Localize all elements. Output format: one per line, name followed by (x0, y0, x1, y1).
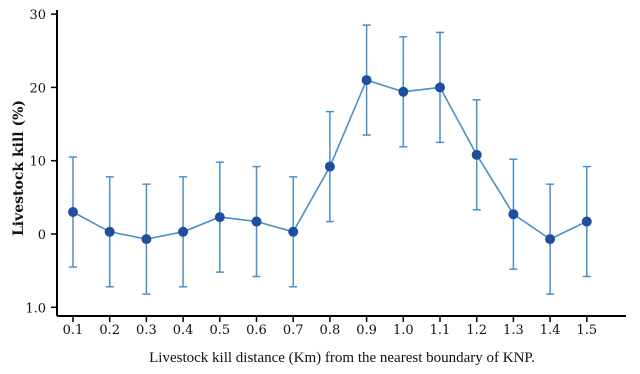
data-point (104, 226, 115, 237)
data-point (471, 149, 482, 160)
data-point (214, 212, 225, 223)
data-point (288, 226, 299, 237)
y-tick-label: 20 (29, 81, 46, 96)
x-tick-label: 0.8 (320, 323, 341, 338)
data-point (178, 226, 189, 237)
x-tick-label: 1.3 (503, 323, 524, 338)
x-tick-label: 1.2 (466, 323, 487, 338)
x-tick-label: 0.1 (63, 323, 84, 338)
x-tick-label: 1.0 (393, 323, 414, 338)
x-tick-label: 1.4 (540, 323, 561, 338)
error-bars (69, 24, 591, 295)
y-tick-label: 1.0 (25, 301, 46, 316)
x-tick-label: 0.6 (246, 323, 267, 338)
x-tick-label: 0.2 (99, 323, 120, 338)
x-tick-label: 1.1 (430, 323, 451, 338)
data-point (251, 216, 262, 227)
data-point (68, 207, 78, 218)
x-ticks: 0.1 0.2 0.3 0.4 0.5 0.6 0.7 0.8 0.9 1.0 1.1 1.2 1.3 1… (63, 316, 597, 338)
data-point (581, 216, 592, 227)
x-tick-label: 0.3 (136, 323, 157, 338)
y-tick-label: 0 (38, 228, 46, 243)
x-axis-title: Livestock kill distance (Km) from the ne… (149, 350, 535, 366)
data-points (68, 75, 592, 245)
y-tick-label: 30 (29, 8, 46, 23)
data-point (141, 234, 152, 245)
data-point (361, 75, 372, 86)
x-tick-label: 0.5 (209, 323, 230, 338)
x-tick-label: 1.5 (576, 323, 597, 338)
axes (56, 10, 626, 317)
y-tick-label: 10 (29, 155, 46, 170)
y-ticks: 30 20 10 0 1.0 (25, 8, 57, 316)
data-point (398, 86, 409, 97)
x-tick-label: 0.7 (283, 323, 304, 338)
x-tick-label: 0.4 (173, 323, 194, 338)
x-tick-label: 0.9 (356, 323, 377, 338)
data-point (435, 82, 445, 93)
data-point (508, 209, 519, 220)
data-point (324, 161, 335, 172)
data-point (545, 234, 556, 245)
y-axis-title: Livestock kill (%) (11, 100, 27, 236)
